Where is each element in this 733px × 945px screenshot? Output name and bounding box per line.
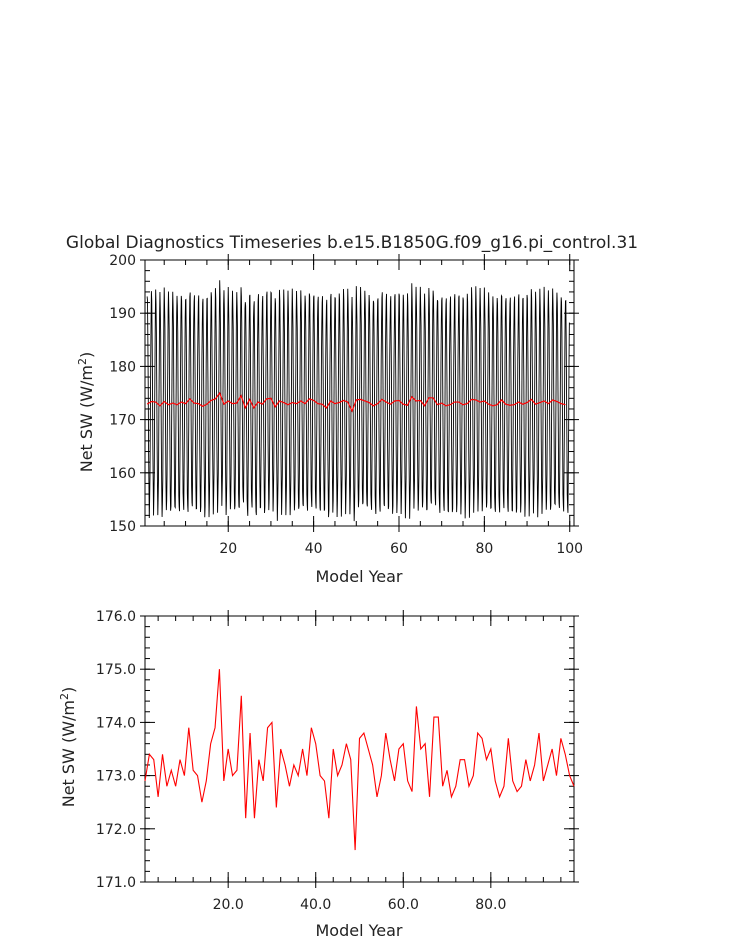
y-tick-label: 170 xyxy=(109,413,136,429)
x-tick-label: 20 xyxy=(219,541,237,557)
x-tick-label: 40 xyxy=(305,541,323,557)
y-tick-label: 180 xyxy=(109,359,136,375)
y-tick-label: 174.0 xyxy=(96,715,136,731)
bottom-y-axis-label-main: Net SW (W/m xyxy=(59,700,78,807)
x-tick-label: 40.0 xyxy=(300,897,331,913)
x-tick-label: 100 xyxy=(556,541,583,557)
y-tick-label: 160 xyxy=(109,466,136,482)
top-x-axis-label: Model Year xyxy=(316,567,403,586)
y-tick-label: 173.0 xyxy=(96,769,136,785)
y-tick-label: 171.0 xyxy=(96,875,136,891)
plot-frame xyxy=(144,259,575,527)
x-tick-label: 80 xyxy=(475,541,493,557)
top-y-axis-label-tail: ) xyxy=(77,352,96,358)
x-tick-label: 60.0 xyxy=(388,897,419,913)
y-tick-label: 172.0 xyxy=(96,822,136,838)
timeseries-plot: 20 40 60 80 100 150 160 170 180 190 200 xyxy=(109,253,583,557)
x-tick-label: 80.0 xyxy=(475,897,506,913)
bottom-y-axis-label-sup: 2 xyxy=(58,693,71,700)
x-tick-label: 20.0 xyxy=(213,897,244,913)
bottom-x-axis-label: Model Year xyxy=(316,921,403,940)
x-tick-label: 60 xyxy=(390,541,408,557)
y-tick-label: 190 xyxy=(109,306,136,322)
top-y-axis-label: Net SW (W/m2) xyxy=(76,352,96,473)
plot-frame xyxy=(144,615,575,883)
chart-title: Global Diagnostics Timeseries b.e15.B185… xyxy=(66,233,638,253)
y-tick-label: 150 xyxy=(109,519,136,535)
top-y-axis-label-main: Net SW (W/m xyxy=(77,365,96,472)
y-tick-label: 175.0 xyxy=(96,662,136,678)
top-y-axis-label-sup: 2 xyxy=(76,358,89,365)
annual-mean-plot: 20.0 40.0 60.0 80.0 171.0 172.0 173.0 174.0 175.… xyxy=(96,609,579,913)
bottom-y-axis-label-tail: ) xyxy=(59,687,78,693)
y-tick-label: 176.0 xyxy=(96,609,136,625)
y-tick-label: 200 xyxy=(109,253,136,269)
bottom-y-axis-label: Net SW (W/m2) xyxy=(58,687,78,808)
annual-mean-series-line xyxy=(144,669,575,851)
annual-mean-series-line xyxy=(146,391,566,413)
monthly-series-line xyxy=(146,280,570,522)
